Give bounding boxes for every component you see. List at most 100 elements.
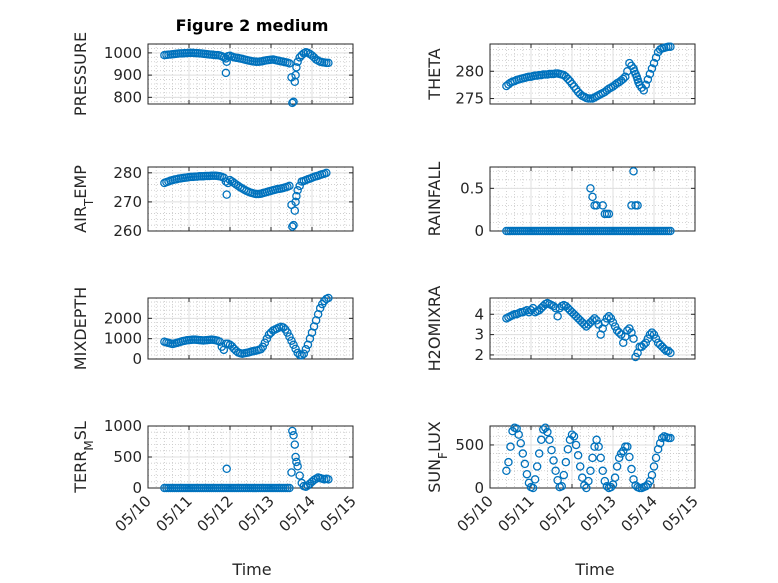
data-point bbox=[627, 464, 636, 474]
data-point bbox=[651, 453, 661, 463]
x-tick-label: 05/13 bbox=[235, 492, 278, 535]
data-point bbox=[657, 433, 667, 443]
data-point bbox=[625, 452, 634, 462]
data-point bbox=[660, 344, 669, 354]
data-point bbox=[543, 427, 552, 437]
data-point bbox=[290, 206, 300, 215]
y-axis-label: TERRMSL bbox=[71, 421, 96, 494]
data-point bbox=[324, 475, 333, 484]
y-tick-label: 4 bbox=[474, 305, 484, 323]
data-point bbox=[633, 201, 642, 210]
data-point bbox=[643, 75, 653, 84]
data-point bbox=[528, 483, 538, 493]
y-axis-label: RAINFALL bbox=[425, 162, 444, 237]
data-point bbox=[645, 330, 655, 339]
data-point bbox=[292, 457, 301, 467]
axes-border bbox=[489, 43, 696, 105]
data-point bbox=[649, 462, 659, 471]
y-tick-label: 3 bbox=[474, 326, 484, 344]
data-point bbox=[291, 197, 300, 207]
axes-border bbox=[147, 43, 354, 105]
data-point bbox=[643, 334, 653, 343]
data-point bbox=[588, 316, 597, 325]
data-point bbox=[532, 462, 542, 471]
data-point bbox=[222, 190, 231, 199]
y-tick-label: 275 bbox=[455, 90, 484, 108]
data-point bbox=[522, 469, 532, 479]
y-tick-label: 280 bbox=[113, 164, 142, 182]
data-point bbox=[537, 435, 546, 445]
y-axis-label: H2OMIXRA bbox=[425, 286, 444, 372]
data-point bbox=[625, 324, 634, 333]
data-point bbox=[655, 438, 665, 448]
data-point bbox=[600, 476, 610, 486]
data-point bbox=[602, 482, 612, 491]
y-tick-label: 500 bbox=[113, 448, 142, 466]
data-point bbox=[594, 442, 603, 451]
data-point bbox=[602, 314, 612, 323]
data-point bbox=[256, 344, 265, 354]
subplot-4: 0 0.5 RAINFALL bbox=[425, 162, 696, 240]
data-point bbox=[649, 58, 659, 68]
data-point bbox=[604, 209, 614, 219]
data-point bbox=[631, 352, 640, 362]
data-point bbox=[516, 438, 526, 448]
data-point bbox=[578, 473, 587, 482]
y-axis-label: THETA bbox=[425, 48, 444, 100]
data-point bbox=[598, 201, 608, 210]
x-axis-label-left: Time bbox=[231, 560, 271, 579]
subplot-2: 275 280 THETA bbox=[425, 42, 696, 108]
data-point bbox=[262, 334, 272, 343]
y-tick-label: 1000 bbox=[104, 330, 142, 348]
y-tick-label: 1000 bbox=[104, 44, 142, 62]
data-point bbox=[293, 462, 302, 471]
data-point bbox=[575, 462, 585, 471]
axes-border bbox=[147, 297, 354, 360]
data-point bbox=[619, 74, 628, 84]
data-point bbox=[586, 184, 595, 193]
data-point bbox=[297, 351, 306, 360]
data-point bbox=[666, 42, 675, 51]
data-point bbox=[221, 177, 231, 186]
y-tick-label: 0 bbox=[474, 222, 484, 240]
data-point bbox=[588, 453, 597, 463]
data-point bbox=[604, 312, 614, 321]
data-point bbox=[600, 318, 610, 327]
data-point bbox=[616, 449, 626, 458]
data-point bbox=[292, 63, 301, 72]
data-point bbox=[666, 433, 675, 443]
x-tick-label: 05/13 bbox=[577, 492, 620, 535]
y-tick-label: 0 bbox=[132, 479, 142, 497]
data-point bbox=[260, 338, 270, 347]
data-point bbox=[530, 475, 540, 484]
axes-box bbox=[489, 166, 696, 232]
y-tick-label: 0 bbox=[132, 350, 142, 368]
data-point bbox=[647, 470, 657, 480]
data-point bbox=[606, 482, 616, 492]
y-axis-label: PRESSURE bbox=[71, 32, 90, 116]
x-axis-label-right: Time bbox=[574, 560, 614, 579]
x-tick-label: 05/12 bbox=[536, 492, 579, 535]
y-tick-label: 280 bbox=[455, 62, 484, 80]
x-tick-label: 05/14 bbox=[618, 492, 661, 535]
x-tick-label: 05/11 bbox=[495, 492, 538, 535]
data-point bbox=[287, 336, 296, 345]
y-tick-label: 0.5 bbox=[460, 179, 484, 197]
y-axis-label: AIRTEMP bbox=[71, 165, 96, 233]
data-point bbox=[666, 226, 675, 236]
y-tick-label: 0 bbox=[474, 479, 484, 497]
axes-border bbox=[147, 166, 354, 232]
data-point bbox=[651, 53, 661, 62]
subplot-3: 260 270 280 AIRTEMP bbox=[71, 164, 354, 240]
data-point bbox=[506, 442, 515, 451]
data-point bbox=[289, 340, 298, 350]
data-point bbox=[541, 423, 550, 432]
data-point bbox=[608, 318, 618, 327]
subplot-6: 2 3 4 H2OMIXRA bbox=[425, 286, 696, 372]
data-point bbox=[293, 57, 302, 67]
data-point bbox=[502, 466, 511, 476]
y-tick-label: 270 bbox=[113, 193, 142, 211]
data-point bbox=[534, 449, 544, 458]
